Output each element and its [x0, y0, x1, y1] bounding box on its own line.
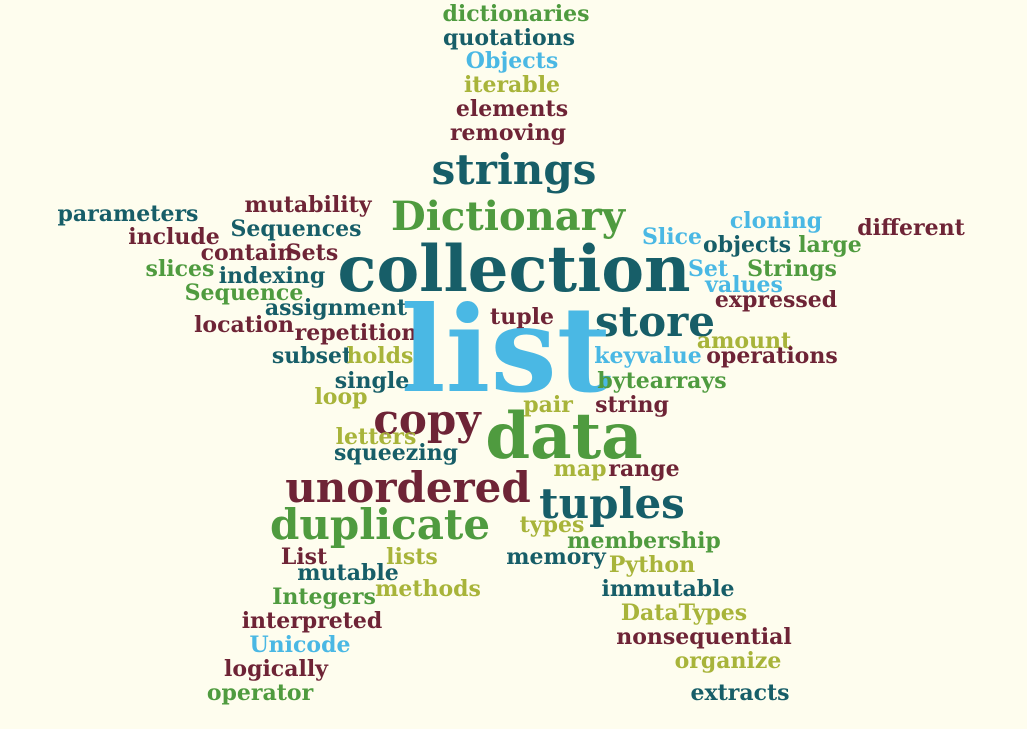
- word-assignment: assignment: [264, 295, 408, 321]
- word-squeezing: squeezing: [334, 440, 458, 466]
- word-collection: collection: [337, 232, 691, 307]
- word-cloning: cloning: [729, 208, 823, 234]
- word-mutable: mutable: [297, 560, 399, 586]
- word-strings: strings: [431, 145, 597, 194]
- word-organize: organize: [674, 648, 782, 674]
- word-single: single: [334, 368, 410, 394]
- word-sequence: Sequence: [184, 280, 304, 306]
- word-datatypes: DataTypes: [620, 600, 748, 626]
- word-letters: letters: [335, 424, 417, 450]
- word-list-capital: List: [280, 544, 328, 570]
- word-sequences: Sequences: [230, 216, 362, 242]
- word-pair: pair: [523, 392, 573, 418]
- word-extracts: extracts: [690, 680, 790, 706]
- word-methods: methods: [375, 576, 481, 602]
- word-values: values: [705, 272, 783, 298]
- word-keyvalue: keyvalue: [594, 343, 702, 369]
- word-memory: memory: [506, 544, 606, 570]
- word-map: map: [553, 456, 607, 482]
- word-interpreted: interpreted: [241, 608, 383, 634]
- word-data: data: [485, 399, 643, 474]
- word-large: large: [798, 232, 862, 258]
- word-duplicate: duplicate: [269, 500, 491, 549]
- word-copy: copy: [373, 395, 481, 444]
- word-dictionaries: dictionaries: [442, 1, 590, 27]
- word-subset: subset: [271, 343, 353, 369]
- word-bytearrays: bytearrays: [597, 368, 727, 394]
- word-unordered: unordered: [285, 463, 531, 512]
- word-lists: lists: [386, 544, 438, 570]
- word-unicode: Unicode: [249, 632, 351, 658]
- word-indexing: indexing: [218, 263, 326, 289]
- word-parameters: parameters: [57, 201, 199, 227]
- word-different: different: [857, 215, 965, 241]
- word-slices: slices: [145, 256, 215, 282]
- word-store: store: [595, 297, 715, 346]
- word-dictionary: Dictionary: [391, 193, 625, 240]
- word-contain: contain: [200, 240, 294, 266]
- word-removing: removing: [449, 120, 567, 146]
- word-loop: loop: [314, 384, 368, 410]
- word-repetition: repetition: [294, 320, 418, 346]
- word-set: Set: [687, 256, 729, 282]
- word-slice: Slice: [642, 224, 702, 250]
- word-range: range: [608, 456, 680, 482]
- word-iterable: iterable: [463, 72, 561, 98]
- word-elements: elements: [455, 96, 569, 122]
- word-location: location: [194, 312, 294, 338]
- word-nonsequential: nonsequential: [616, 624, 792, 650]
- word-holds: holds: [346, 343, 414, 369]
- word-python: Python: [608, 552, 696, 578]
- word-mutability: mutability: [244, 192, 372, 218]
- word-objects: Objects: [465, 48, 559, 74]
- word-operations: operations: [706, 343, 838, 369]
- word-amount: amount: [696, 328, 792, 354]
- word-include: include: [128, 224, 220, 250]
- word-string: string: [595, 392, 669, 418]
- word-operator: operator: [206, 680, 314, 706]
- word-logically: logically: [224, 656, 328, 682]
- word-tuples: tuples: [539, 479, 685, 528]
- word-strings-capital: Strings: [747, 256, 837, 282]
- word-list: list: [400, 280, 612, 419]
- word-tuple: tuple: [490, 304, 554, 330]
- word-types: types: [519, 512, 585, 538]
- word-integers: Integers: [272, 584, 376, 610]
- word-quotations: quotations: [442, 25, 576, 51]
- word-membership: membership: [567, 528, 721, 554]
- word-sets: Sets: [285, 240, 339, 266]
- word-immutable: immutable: [601, 576, 735, 602]
- word-objects-lower: objects: [703, 232, 791, 258]
- word-expressed: expressed: [714, 287, 838, 313]
